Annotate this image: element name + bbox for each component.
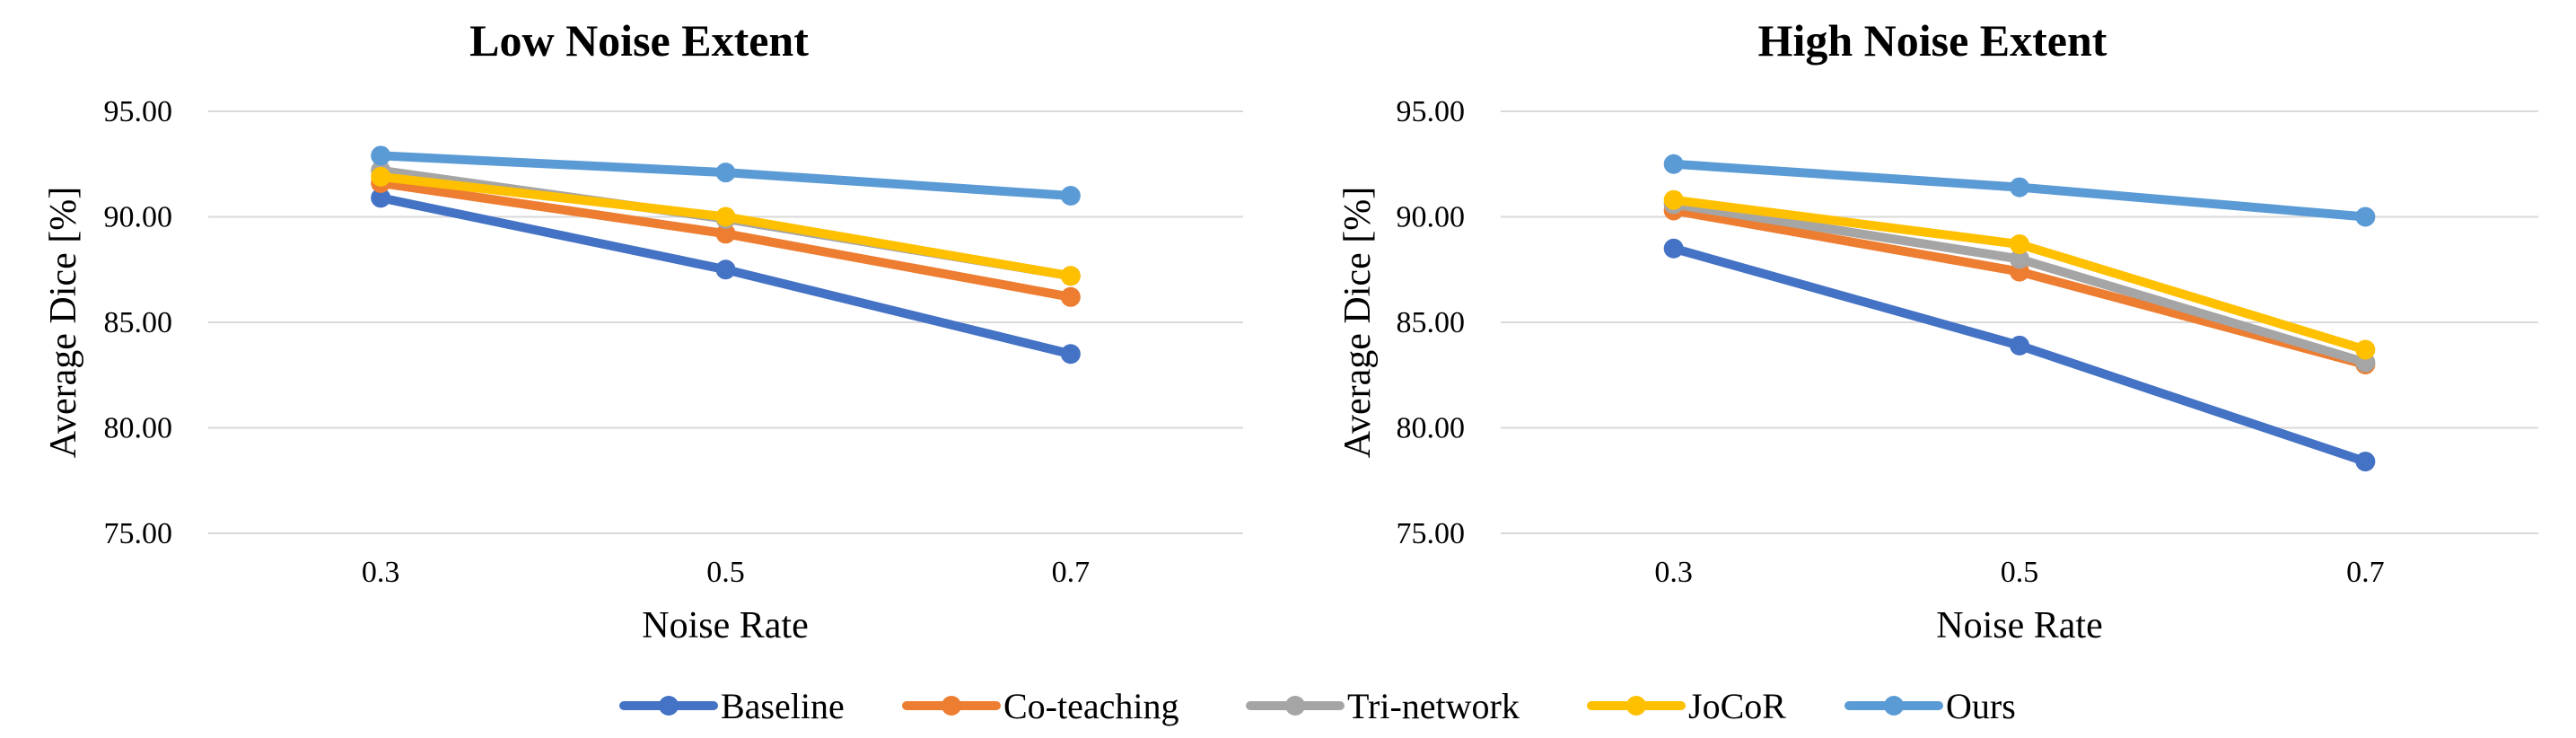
- series-baseline: [371, 188, 1081, 365]
- data-point-co-teaching-0-7: [1060, 286, 1081, 307]
- legend-swatch-marker: [942, 696, 961, 716]
- x-tick-label: 0.7: [1052, 556, 1091, 589]
- data-point-ours-0-5: [2010, 177, 2029, 198]
- series-jocor: [1663, 189, 2376, 360]
- legend-swatch-marker: [1884, 696, 1904, 716]
- legend-label: JoCoR: [1688, 686, 1786, 726]
- chart-title: High Noise Extent: [1758, 15, 2107, 66]
- data-point-jocor-0-3: [1663, 189, 1684, 210]
- legend-item-co-teaching: Co-teaching: [902, 686, 1179, 726]
- y-tick-label: 80.00: [104, 412, 173, 445]
- data-point-baseline-0-5: [2010, 335, 2029, 356]
- data-point-co-teaching-0-5: [715, 224, 736, 244]
- y-tick-label: 85.00: [104, 306, 173, 339]
- data-point-baseline-0-3: [1663, 238, 1684, 259]
- legend: Baseline Co-teaching Tri-network JoCoR Ours: [619, 686, 2016, 726]
- legend-item-jocor: JoCoR: [1587, 686, 1786, 726]
- legend-swatch-marker: [659, 696, 679, 716]
- legend-item-baseline: Baseline: [619, 686, 845, 726]
- chart-title: Low Noise Extent: [469, 15, 809, 66]
- y-tick-label: 85.00: [1397, 306, 1466, 339]
- data-point-baseline-0-3: [371, 188, 391, 208]
- data-point-baseline-0-5: [715, 259, 736, 280]
- series-ours: [371, 145, 1081, 206]
- data-point-jocor-0-3: [371, 166, 391, 187]
- x-axis-label: Noise Rate: [642, 605, 808, 646]
- y-tick-label: 95.00: [1397, 95, 1466, 128]
- y-axis-label: Average Dice [%]: [43, 187, 84, 458]
- legend-label: Tri-network: [1347, 686, 1520, 726]
- chart-panel-2: High Noise Extent 75.00 80.00 85.00 90.00 95.…: [1337, 15, 2538, 646]
- y-tick-label: 75.00: [1397, 517, 1466, 550]
- y-tick-label: 90.00: [1397, 201, 1466, 234]
- data-point-baseline-0-7: [2355, 452, 2376, 472]
- legend-label: Ours: [1946, 686, 2016, 726]
- data-point-jocor-0-7: [2355, 339, 2376, 360]
- data-point-jocor-0-7: [1060, 266, 1081, 286]
- data-point-ours-0-7: [1060, 186, 1081, 206]
- x-tick-label: 0.5: [2001, 556, 2039, 589]
- legend-item-ours: Ours: [1844, 686, 2016, 726]
- data-point-baseline-0-7: [1060, 344, 1081, 365]
- series-baseline: [1663, 238, 2376, 472]
- chart-panel-1: Low Noise Extent 75.00 80.00 85.00 90.00 95.0…: [43, 15, 1243, 646]
- x-tick-label: 0.7: [2346, 556, 2385, 589]
- legend-swatch-marker: [1285, 696, 1305, 716]
- data-point-ours-0-3: [371, 145, 391, 166]
- x-tick-label: 0.3: [362, 556, 400, 589]
- y-tick-label: 80.00: [1397, 412, 1466, 445]
- data-point-tri-network-0-5: [2010, 249, 2029, 269]
- x-tick-label: 0.5: [706, 556, 745, 589]
- x-tick-label: 0.3: [1654, 556, 1693, 589]
- data-point-ours-0-5: [715, 163, 736, 183]
- y-tick-label: 75.00: [104, 517, 173, 550]
- y-tick-label: 90.00: [104, 201, 173, 234]
- data-point-ours-0-7: [2355, 206, 2376, 227]
- series-ours: [1663, 154, 2376, 227]
- legend-item-tri-network: Tri-network: [1246, 686, 1520, 726]
- legend-label: Baseline: [721, 686, 845, 726]
- series-jocor: [371, 166, 1081, 286]
- data-point-jocor-0-5: [715, 206, 736, 227]
- y-axis-label: Average Dice [%]: [1337, 187, 1379, 458]
- legend-swatch-marker: [1626, 696, 1646, 716]
- y-tick-label: 95.00: [104, 95, 173, 128]
- data-point-ours-0-3: [1663, 154, 1684, 174]
- x-axis-label: Noise Rate: [1936, 605, 2102, 646]
- legend-label: Co-teaching: [1003, 686, 1179, 726]
- data-point-jocor-0-5: [2010, 234, 2029, 255]
